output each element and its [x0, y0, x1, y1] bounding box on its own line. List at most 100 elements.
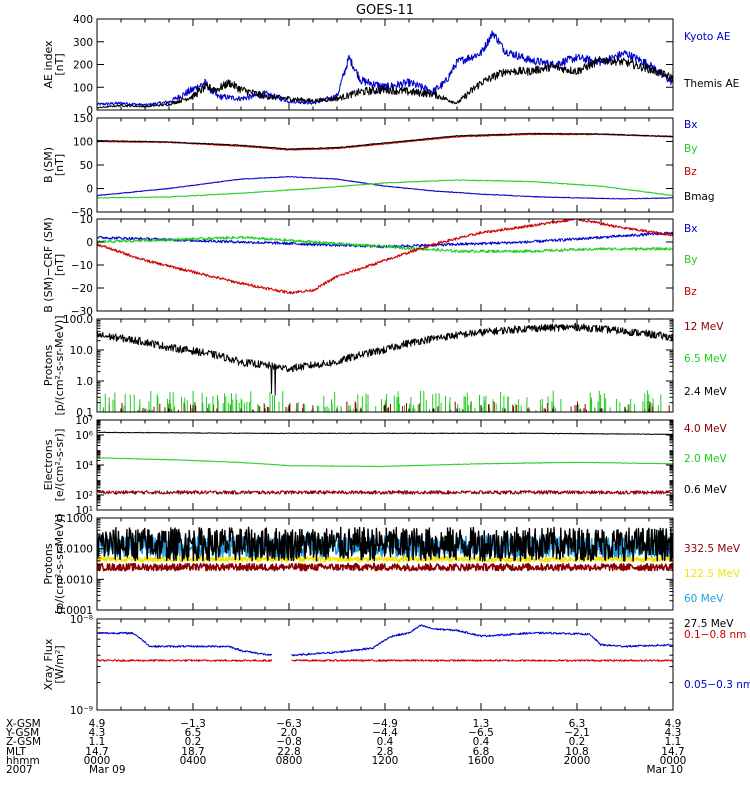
series-bdiff-bz — [97, 219, 673, 295]
y-tick-label: 100 — [73, 82, 93, 94]
row-label-hhmm: hhmm — [6, 755, 40, 767]
panel-frame — [96, 318, 674, 413]
cell-hhmm-4: 0400 — [180, 755, 207, 767]
panel-xray: 10⁻⁹ 10⁻⁸ Xray Flux[W/m²] 0.1−0.8 nm 0.05−0.… — [42, 614, 750, 717]
y-axis-label-line: [p/(cm²-s-sr-MeV)] — [53, 514, 66, 614]
legend-protons_lo-122-5-mev: 122.5 MeV — [684, 568, 741, 580]
series-bsm-bmag — [97, 132, 673, 150]
y-tick-label: 300 — [73, 37, 93, 49]
cell-xgsm-24: 4.9 — [665, 718, 682, 730]
y-tick-label: 1.0 — [76, 376, 93, 388]
y-axis-label: Electrons[e/(cm²-s-sr)] — [42, 429, 66, 502]
y-axis-label-line: Electrons — [42, 439, 55, 490]
y-tick-label: 10.0 — [70, 345, 93, 357]
y-axis-label: Protons[p/(cm²-s-sr-MeV)] — [42, 316, 66, 416]
y-axis-label-line: [nT] — [53, 254, 66, 276]
y-axis-label-line: [W/m²] — [53, 645, 66, 683]
legend-xray-0-05-0-3-nm: 0.05−0.3 nm — [684, 679, 750, 691]
cell-ygsm-0: 4.3 — [89, 727, 106, 739]
legend-bdiff-bx: Bx — [684, 223, 697, 235]
series-electrons-0-6-mev — [97, 431, 673, 436]
series-electrons-4-0-mev — [97, 490, 673, 495]
panel-frame — [96, 618, 674, 711]
legend-bdiff-bz: Bz — [684, 286, 697, 298]
series-protons_lo-332-5-mev — [97, 562, 673, 572]
row-label-xgsm: X-GSM — [6, 718, 41, 730]
series-bsm-bx — [97, 176, 673, 200]
y-tick-label: 10⁻⁸ — [70, 614, 93, 626]
series-xray-0-1-0-8-nm — [97, 659, 673, 662]
y-tick-label: 100.0 — [63, 314, 93, 326]
y-axis-label: Protons[p/(cm²-s-sr-MeV)] — [42, 514, 66, 614]
y-tick-label: −30 — [71, 306, 93, 318]
y-tick-label: 150 — [73, 113, 93, 125]
row-label-mlt: MLT — [6, 746, 26, 758]
legend-ae-themis-ae: Themis AE — [683, 78, 739, 90]
panel-bdiff: −30 −20 −10 0 10 B (SM)−CRF (SM)[nT] Bx By Bz — [42, 214, 697, 318]
legend-electrons-0-6-mev: 0.6 MeV — [684, 484, 728, 496]
cell-xgsm-4: −1.3 — [180, 718, 206, 730]
y-tick-label: 200 — [73, 60, 93, 72]
cell-ygsm-8: 2.0 — [281, 727, 298, 739]
cell-ygsm-20: −2.1 — [564, 727, 590, 739]
cell-xgsm-12: −4.9 — [372, 718, 398, 730]
y-tick-label: 50 — [80, 160, 93, 172]
cell-ygsm-16: −6.5 — [468, 727, 494, 739]
cell-xgsm-20: 6.3 — [569, 718, 586, 730]
y-tick-label: 0 — [86, 105, 93, 117]
legend-protons_hi-12-mev: 12 MeV — [684, 321, 724, 333]
chart-title: GOES-11 — [356, 3, 414, 18]
y-axis-label-line: Protons — [42, 345, 55, 386]
y-axis-label-line: AE index — [42, 40, 55, 89]
y-tick-label: −20 — [71, 283, 93, 295]
y-tick-label: 10¹ — [75, 505, 93, 517]
cell-ygsm-4: 6.5 — [185, 727, 202, 739]
legend-protons_lo-27-5-mev: 27.5 MeV — [684, 618, 734, 630]
cell-ygsm-24: 4.3 — [665, 727, 682, 739]
panel-protons_lo: 0.00010.00100.01000.1000Protons[p/(cm²-s… — [42, 513, 741, 630]
legend-bsm-by: By — [684, 143, 697, 155]
y-tick-label: 10⁶ — [75, 430, 93, 442]
cell-hhmm-24: 0000 — [660, 755, 687, 767]
legend-bdiff-by: By — [684, 254, 697, 266]
legend-protons_hi-2-4-mev: 2.4 MeV — [684, 386, 728, 398]
cell-xgsm-8: −6.3 — [276, 718, 302, 730]
panel-protons_hi: 0.11.010.0100.0Protons[p/(cm²-s-sr-MeV)]… — [42, 314, 728, 419]
cell-mlt-4: 18.7 — [181, 746, 204, 758]
y-axis-label-line: [p/(cm²-s-sr-MeV)] — [53, 316, 66, 416]
panel-ae: 0 100 200 300 400 AE index[nT] Kyoto AE Themis … — [42, 14, 739, 117]
y-axis-label-line: [e/(cm²-s-sr)] — [53, 429, 66, 502]
series-protons_lo-27-5-mev — [97, 526, 673, 562]
y-tick-label: −10 — [71, 260, 93, 272]
panel-electrons: 10¹ 10² 10⁴ 10⁶ 10⁷ Electrons[e/(cm²-s-sr)] 4.… — [42, 415, 728, 517]
y-tick-label: 10⁷ — [75, 415, 93, 427]
y-axis-label-line: Protons — [42, 543, 55, 584]
series-ae-kyoto-ae — [97, 30, 673, 107]
cell-zgsm-16: 0.4 — [473, 736, 490, 748]
cell-mlt-0: 14.7 — [85, 746, 108, 758]
cell-date-24: Mar 10 — [646, 764, 683, 776]
series-electrons-2-0-mev — [97, 457, 673, 468]
legend-bsm-bmag: Bmag — [684, 191, 715, 203]
y-tick-label: 0.0010 — [56, 574, 93, 586]
cell-mlt-8: 22.8 — [277, 746, 300, 758]
cell-hhmm-12: 1200 — [372, 755, 399, 767]
y-tick-label: 100 — [73, 137, 93, 149]
cell-date-0: Mar 09 — [89, 764, 126, 776]
legend-electrons-4-0-mev: 4.0 MeV — [684, 423, 728, 435]
y-tick-label: 0.0001 — [56, 605, 93, 617]
legend-protons_lo-332-5-mev: 332.5 MeV — [684, 543, 741, 555]
cell-zgsm-8: −0.8 — [276, 736, 302, 748]
series-bsm-by — [97, 179, 673, 199]
panel-bsm: −50 0 50 100 150 B (SM)[nT] Bx By Bz Bmag — [42, 113, 715, 219]
y-axis-label: B (SM)−CRF (SM)[nT] — [42, 217, 66, 313]
cell-hhmm-20: 2000 — [564, 755, 591, 767]
legend-bsm-bx: Bx — [684, 119, 697, 131]
cell-hhmm-0: 0000 — [84, 755, 111, 767]
series-protons_hi-2-4-mev — [97, 322, 673, 396]
y-tick-label: 0 — [86, 184, 93, 196]
cell-zgsm-4: 0.2 — [185, 736, 202, 748]
cell-mlt-12: 2.8 — [377, 746, 394, 758]
